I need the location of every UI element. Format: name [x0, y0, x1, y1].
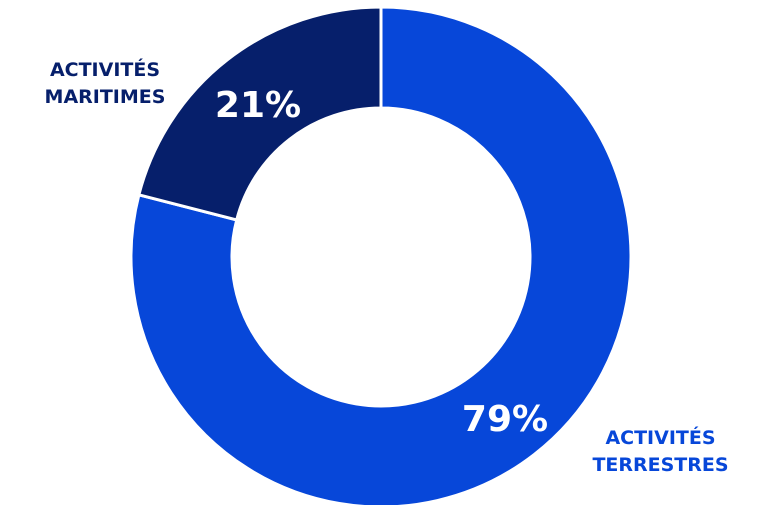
slice-value-label-terrestres: 79% — [462, 399, 548, 440]
category-label-line: ACTIVITÉS — [49, 59, 161, 81]
category-label-line: ACTIVITÉS — [605, 427, 716, 449]
category-label-terrestres: ACTIVITÉS TERRESTRES — [588, 425, 733, 479]
category-label-line: TERRESTRES — [592, 454, 729, 476]
slice-value-label-maritimes: 21% — [215, 85, 301, 126]
category-label-line: MARITIMES — [44, 86, 166, 108]
category-label-maritimes: ACTIVITÉS MARITIMES — [30, 57, 180, 111]
slice-terrestres — [129, 5, 633, 505]
donut-slices — [129, 5, 633, 505]
slice-maritimes — [137, 5, 383, 222]
